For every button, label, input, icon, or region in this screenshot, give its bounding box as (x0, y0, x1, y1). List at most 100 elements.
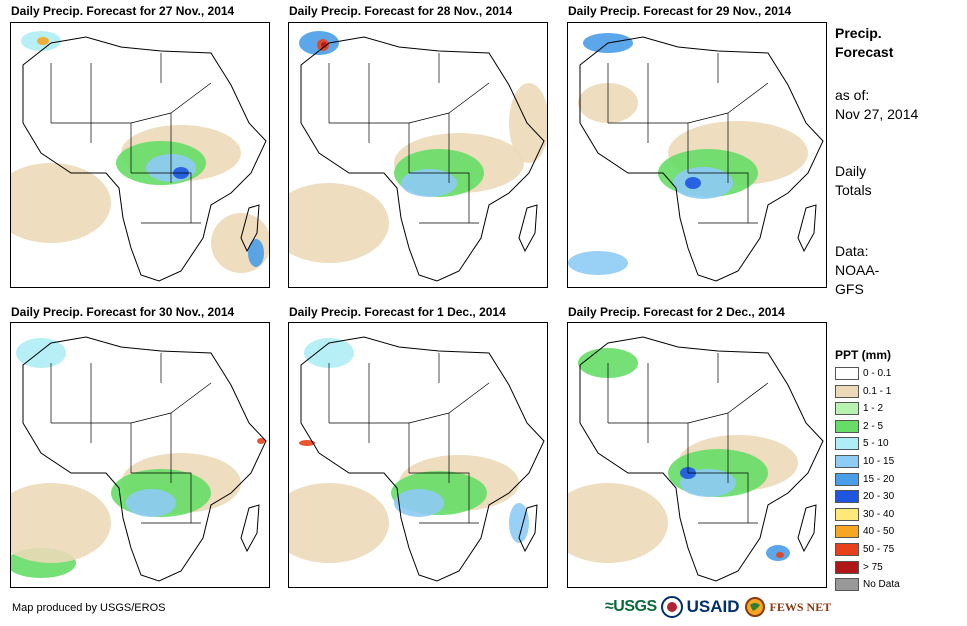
precip-area (509, 503, 529, 543)
legend-item: 5 - 10 (835, 437, 889, 451)
info-data-line1: NOAA- (835, 262, 880, 278)
forecast-map-6 (567, 322, 827, 588)
precip-area (509, 83, 547, 163)
info-asof-date: Nov 27, 2014 (835, 106, 919, 122)
legend-swatch (835, 455, 859, 468)
legend-item: 20 - 30 (835, 490, 895, 504)
usgs-logo: ≈USGS (605, 598, 657, 615)
precip-area (568, 251, 628, 275)
legend-label: 50 - 75 (863, 544, 895, 555)
country-borders (50, 53, 212, 224)
coastline (518, 204, 538, 253)
legend-item: No Data (835, 578, 900, 592)
coastline (797, 204, 817, 253)
panel-title-4: Daily Precip. Forecast for 30 Nov., 2014 (11, 305, 235, 319)
coastline (579, 336, 824, 582)
africa-map-svg (11, 31, 269, 282)
map-credit: Map produced by USGS/EROS (12, 602, 166, 614)
legend-swatch (835, 543, 859, 556)
precip-area (289, 483, 389, 563)
legend-swatch (835, 507, 859, 521)
legend-item: > 75 (835, 560, 883, 574)
info-asof: as of: Nov 27, 2014 (835, 86, 918, 124)
precip-area (257, 438, 265, 444)
legend-label: 0.1 - 1 (863, 385, 892, 397)
legend-label: 20 - 30 (863, 491, 895, 503)
legend-swatch (835, 402, 859, 416)
country-borders (328, 53, 490, 224)
legend-swatch (835, 578, 859, 592)
africa-map-svg (11, 336, 267, 582)
legend-item: 1 - 2 (835, 402, 884, 416)
legend-label: > 75 (863, 561, 883, 573)
legend-item: 50 - 75 (835, 543, 894, 556)
info-totals: Daily Totals (835, 162, 872, 200)
africa-map-svg (289, 336, 545, 582)
africa-map-svg (289, 31, 547, 282)
logo-row: ≈USGS USAID FEWS NET (605, 594, 831, 620)
legend-label: 1 - 2 (863, 403, 884, 415)
legend-swatch (835, 384, 859, 398)
country-borders (328, 353, 490, 524)
legend-label: 0 - 0.1 (863, 368, 892, 379)
legend-title: PPT (mm) (835, 348, 892, 362)
legend-item: 0.1 - 1 (835, 384, 892, 398)
info-totals-line1: Daily (835, 163, 867, 179)
precip-area (673, 167, 733, 199)
info-heading-line1: Precip. (835, 25, 882, 41)
precip-area (685, 177, 701, 189)
legend-swatch (835, 437, 859, 451)
country-borders (607, 53, 769, 224)
panel-title-6: Daily Precip. Forecast for 2 Dec., 2014 (568, 305, 785, 319)
legend-item: 15 - 20 (835, 472, 895, 486)
panel-title-2: Daily Precip. Forecast for 28 Nov., 2014 (289, 4, 513, 18)
usaid-seal-icon (660, 596, 683, 618)
precip-area (248, 239, 264, 267)
coastline (240, 504, 260, 553)
legend-swatch (835, 419, 859, 433)
legend-label: No Data (863, 579, 900, 591)
legend-label: 10 - 15 (863, 456, 895, 467)
legend-swatch (835, 560, 859, 574)
legend-label: 2 - 5 (863, 420, 884, 432)
legend-item: 30 - 40 (835, 507, 895, 521)
legend-label: 15 - 20 (863, 473, 895, 485)
usaid-logo: USAID (686, 597, 740, 616)
coastline (240, 204, 260, 253)
legend-item: 0 - 0.1 (835, 367, 891, 380)
precip-area (568, 483, 668, 563)
precip-area (289, 183, 389, 263)
precip-area (776, 552, 784, 558)
coastline (579, 36, 824, 282)
forecast-map-2 (288, 22, 548, 288)
info-totals-line2: Totals (835, 182, 872, 198)
country-borders (607, 353, 769, 524)
precip-area (11, 483, 111, 563)
legend-swatch (835, 472, 859, 486)
info-data-line2: GFS (835, 281, 864, 297)
coastline (797, 504, 817, 553)
precip-area (37, 37, 49, 45)
info-data-source: Data: NOAA- GFS (835, 242, 879, 299)
legend-label: 30 - 40 (863, 508, 895, 520)
fews-globe-icon (744, 597, 765, 617)
panel-title-3: Daily Precip. Forecast for 29 Nov., 2014 (568, 4, 792, 18)
legend-swatch (835, 367, 859, 380)
info-asof-label: as of: (835, 87, 870, 103)
coastline (300, 336, 545, 582)
precip-area (299, 440, 315, 446)
precip-area (126, 489, 176, 517)
legend-label: 5 - 10 (863, 438, 889, 450)
legend-swatch (835, 525, 859, 539)
precip-area (11, 163, 111, 243)
info-heading-line2: Forecast (835, 44, 894, 60)
info-heading: Precip. Forecast (835, 24, 893, 62)
coastline (300, 36, 545, 282)
legend-swatch (835, 490, 859, 504)
africa-map-svg (568, 33, 824, 282)
country-borders (50, 353, 212, 524)
precip-area (321, 42, 327, 48)
fews-logo: FEWS NET (769, 599, 832, 614)
legend-item: 10 - 15 (835, 455, 894, 468)
coastline (518, 504, 538, 553)
